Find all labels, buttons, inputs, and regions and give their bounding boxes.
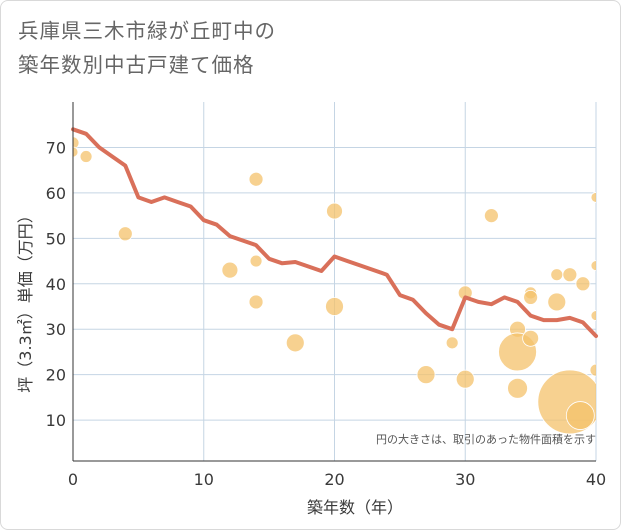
chart-title-line-2: 築年数別中古戸建て価格 <box>18 53 255 77</box>
axes: 0 10 20 30 40 10 20 30 40 50 60 70 <box>46 102 606 489</box>
scatter-point <box>249 254 263 268</box>
scatter-point <box>589 363 596 377</box>
y-tick-label: 60 <box>46 184 66 203</box>
scatter-point <box>117 226 133 242</box>
scatter-point <box>483 208 499 224</box>
scatter-point <box>590 260 596 271</box>
scatter-point <box>455 369 475 389</box>
bubble-size-note: 円の大きさは、取引のあった物件面積を示す <box>376 432 596 446</box>
scatter-point <box>523 290 539 305</box>
scatter-point <box>325 297 344 316</box>
y-tick-label: 30 <box>46 320 66 339</box>
chart-title-line-1: 兵庫県三木市緑が丘町中の <box>18 19 276 43</box>
grid-lines <box>73 102 597 461</box>
scatter-point <box>565 401 595 430</box>
x-tick-label: 40 <box>586 470 606 489</box>
y-tick-label: 10 <box>46 411 66 430</box>
x-tick-label: 0 <box>68 470 78 489</box>
average-price-line <box>71 127 598 338</box>
scatter-point <box>73 136 80 150</box>
scatter-points <box>73 136 596 435</box>
scatter-point <box>326 202 343 220</box>
scatter-point <box>73 146 79 158</box>
x-tick-label: 10 <box>194 470 214 489</box>
x-tick-label: 20 <box>324 470 344 489</box>
scatter-point <box>522 329 540 347</box>
x-tick-label: 30 <box>455 470 475 489</box>
scatter-point <box>416 365 436 385</box>
y-axis-label: 坪（3.3㎡）単価（万円） <box>16 207 35 392</box>
x-axis-label: 築年数（年） <box>307 498 403 517</box>
scatter-point <box>445 336 459 350</box>
scatter-point <box>562 267 578 283</box>
scatter-point <box>248 171 264 187</box>
scatter-point <box>590 310 596 321</box>
scatter-point <box>575 276 591 292</box>
scatter-point <box>248 294 264 310</box>
scatter-point <box>590 192 596 203</box>
y-tick-label: 70 <box>46 138 66 157</box>
scatter-point <box>547 292 567 312</box>
y-tick-label: 40 <box>46 275 66 294</box>
y-tick-label: 20 <box>46 366 66 385</box>
scatter-point <box>221 261 239 279</box>
scatter-point <box>507 377 528 399</box>
chart-title: 兵庫県三木市緑が丘町中の 築年数別中古戸建て価格 <box>18 14 276 82</box>
scatter-point <box>285 333 305 353</box>
average-price-line-path <box>71 127 598 338</box>
y-tick-label: 50 <box>46 229 66 248</box>
scatter-point <box>79 150 93 163</box>
scatter-point <box>550 268 564 282</box>
